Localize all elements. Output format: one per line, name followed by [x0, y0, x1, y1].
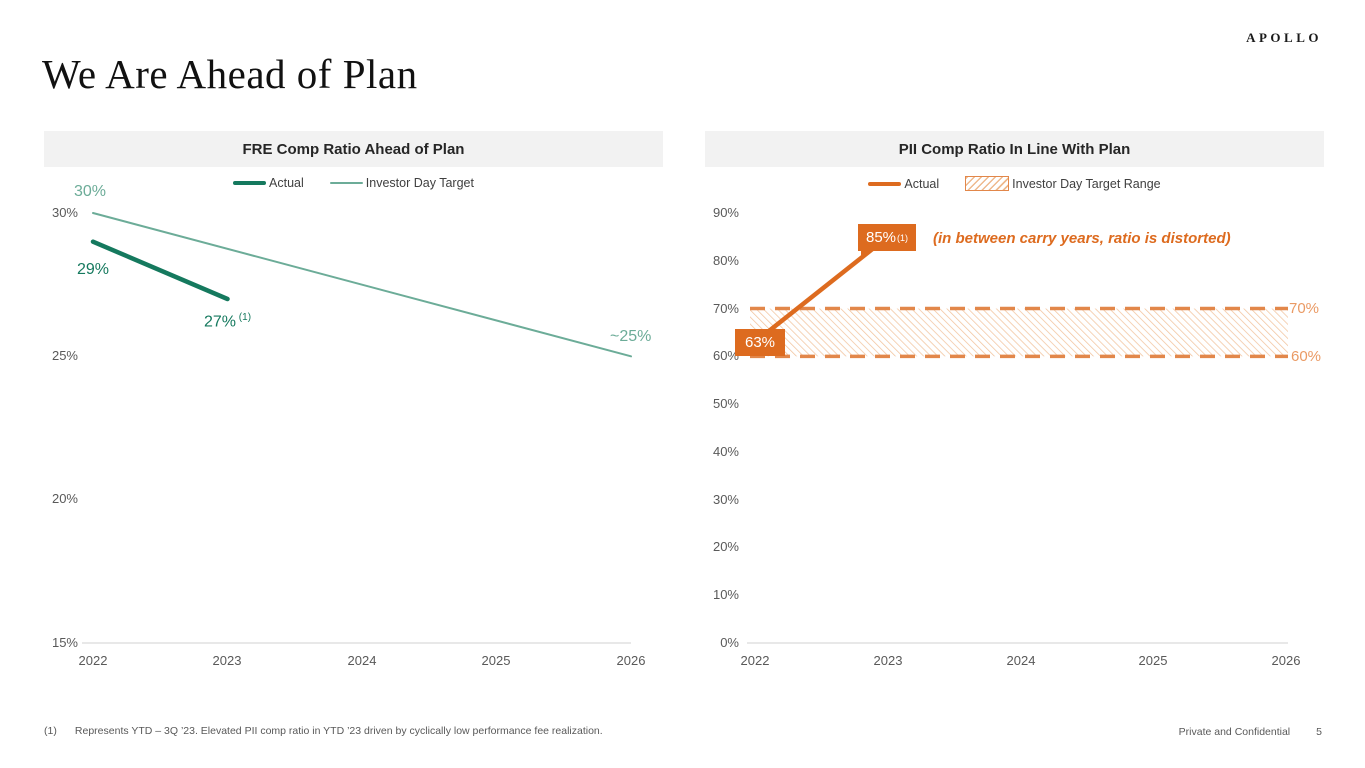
fre-legend: Actual Investor Day Target — [44, 176, 663, 190]
y-axis-tick: 25% — [51, 348, 78, 363]
legend-label: Actual — [269, 176, 304, 190]
footnote-ref: (1) — [897, 232, 909, 243]
band-lower-label: 60% — [1291, 348, 1322, 365]
x-axis-tick: 2025 — [481, 653, 511, 668]
callout-tail — [861, 250, 870, 258]
y-axis-tick: 30% — [712, 492, 739, 507]
footnote-text: Represents YTD – 3Q ’23. Elevated PII co… — [74, 725, 603, 737]
actual-start-label: 29% — [77, 261, 110, 278]
x-axis-tick: 2022 — [78, 653, 108, 668]
legend-label: Investor Day Target — [365, 176, 474, 190]
x-axis-tick: 2025 — [1138, 653, 1168, 668]
x-axis-tick: 2026 — [1271, 653, 1301, 668]
y-axis-tick: 90% — [712, 205, 739, 220]
actual-line-swatch — [868, 181, 902, 186]
target-range-swatch — [965, 176, 1010, 191]
pii-chart-title: PII Comp Ratio In Line With Plan — [705, 131, 1324, 167]
pii-plot-area — [747, 234, 1288, 644]
y-axis-tick: 0% — [720, 635, 739, 650]
legend-item-actual: Actual — [233, 176, 304, 190]
actual-end-callout: 85% (1) — [858, 224, 916, 258]
page-number: 5 — [1316, 726, 1322, 738]
actual-line — [90, 239, 230, 302]
actual-end-label: 27% (1) — [204, 312, 252, 331]
actual-start-callout: 63% — [735, 329, 785, 356]
y-axis-tick: 40% — [712, 444, 739, 459]
legend-item-investor-day-target: Investor Day Target — [329, 176, 474, 190]
band-upper-label: 70% — [1289, 300, 1320, 317]
x-axis-tick: 2023 — [873, 653, 903, 668]
x-axis-tick: 2026 — [616, 653, 646, 668]
target-line-swatch — [329, 182, 363, 184]
x-axis-tick: 2022 — [740, 653, 770, 668]
y-axis-tick: 20% — [712, 539, 739, 554]
target-end-label: ~25% — [610, 328, 652, 345]
footnote: (1) Represents YTD – 3Q ’23. Elevated PI… — [44, 725, 603, 737]
target-range-band — [750, 308, 1288, 357]
investor-day-target-line — [92, 212, 632, 358]
footer: Private and Confidential 5 — [1179, 726, 1322, 738]
y-axis-tick: 50% — [712, 396, 739, 411]
x-axis-tick: 2024 — [1006, 653, 1036, 668]
pii-legend: Actual Investor Day Target Range — [705, 176, 1324, 191]
legend-item-actual: Actual — [868, 177, 939, 191]
footnote-ref: (1) — [236, 312, 252, 323]
actual-line-swatch — [233, 181, 267, 185]
apollo-logo: APOLLO — [1246, 30, 1322, 45]
legend-label: Investor Day Target Range — [1012, 176, 1161, 191]
x-axis-tick: 2024 — [347, 653, 377, 668]
fre-comp-ratio-chart: FRE Comp Ratio Ahead of Plan Actual Inve… — [44, 131, 663, 676]
y-axis-tick: 20% — [51, 491, 78, 506]
y-axis-tick: 60% — [712, 348, 739, 363]
target-start-label: 30% — [74, 183, 107, 200]
legend-item-target-range: Investor Day Target Range — [965, 176, 1161, 191]
confidentiality-label: Private and Confidential — [1178, 726, 1291, 738]
page-title: We Are Ahead of Plan — [42, 51, 418, 97]
y-axis-tick: 15% — [51, 635, 78, 650]
y-axis-tick: 10% — [712, 587, 739, 602]
pii-comp-ratio-chart: PII Comp Ratio In Line With Plan Actual … — [705, 131, 1324, 676]
legend-label: Actual — [904, 176, 940, 191]
footnote-marker: (1) — [44, 725, 57, 737]
y-axis-tick: 30% — [51, 205, 78, 220]
fre-chart-title: FRE Comp Ratio Ahead of Plan — [44, 131, 663, 167]
carry-years-annotation: (in between carry years, ratio is distor… — [933, 230, 1231, 247]
y-axis-tick: 70% — [712, 301, 739, 316]
y-axis-tick: 80% — [712, 253, 739, 268]
fre-plot-area — [82, 212, 632, 644]
x-axis-tick: 2023 — [212, 653, 242, 668]
